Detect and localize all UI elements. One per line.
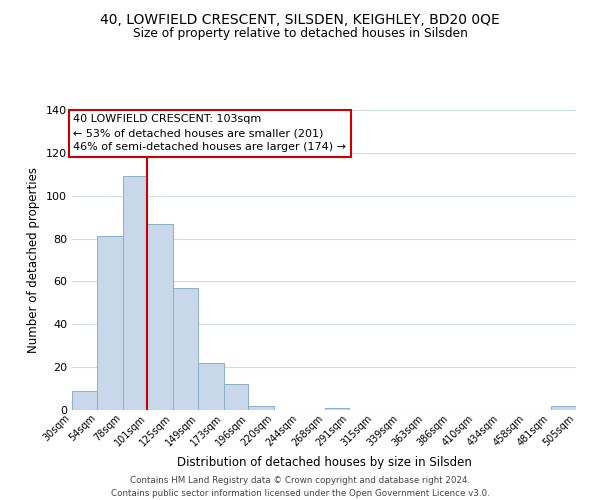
Bar <box>148 224 173 410</box>
Bar <box>123 176 148 410</box>
Bar <box>325 408 349 410</box>
Bar <box>248 406 274 410</box>
Text: 40, LOWFIELD CRESCENT, SILSDEN, KEIGHLEY, BD20 0QE: 40, LOWFIELD CRESCENT, SILSDEN, KEIGHLEY… <box>100 12 500 26</box>
X-axis label: Distribution of detached houses by size in Silsden: Distribution of detached houses by size … <box>176 456 472 469</box>
Text: 40 LOWFIELD CRESCENT: 103sqm
← 53% of detached houses are smaller (201)
46% of s: 40 LOWFIELD CRESCENT: 103sqm ← 53% of de… <box>73 114 346 152</box>
Bar <box>224 384 248 410</box>
Text: Contains HM Land Registry data © Crown copyright and database right 2024.
Contai: Contains HM Land Registry data © Crown c… <box>110 476 490 498</box>
Bar <box>173 288 198 410</box>
Bar <box>551 406 576 410</box>
Bar <box>97 236 123 410</box>
Y-axis label: Number of detached properties: Number of detached properties <box>28 167 40 353</box>
Text: Size of property relative to detached houses in Silsden: Size of property relative to detached ho… <box>133 28 467 40</box>
Bar <box>72 390 97 410</box>
Bar <box>198 363 224 410</box>
